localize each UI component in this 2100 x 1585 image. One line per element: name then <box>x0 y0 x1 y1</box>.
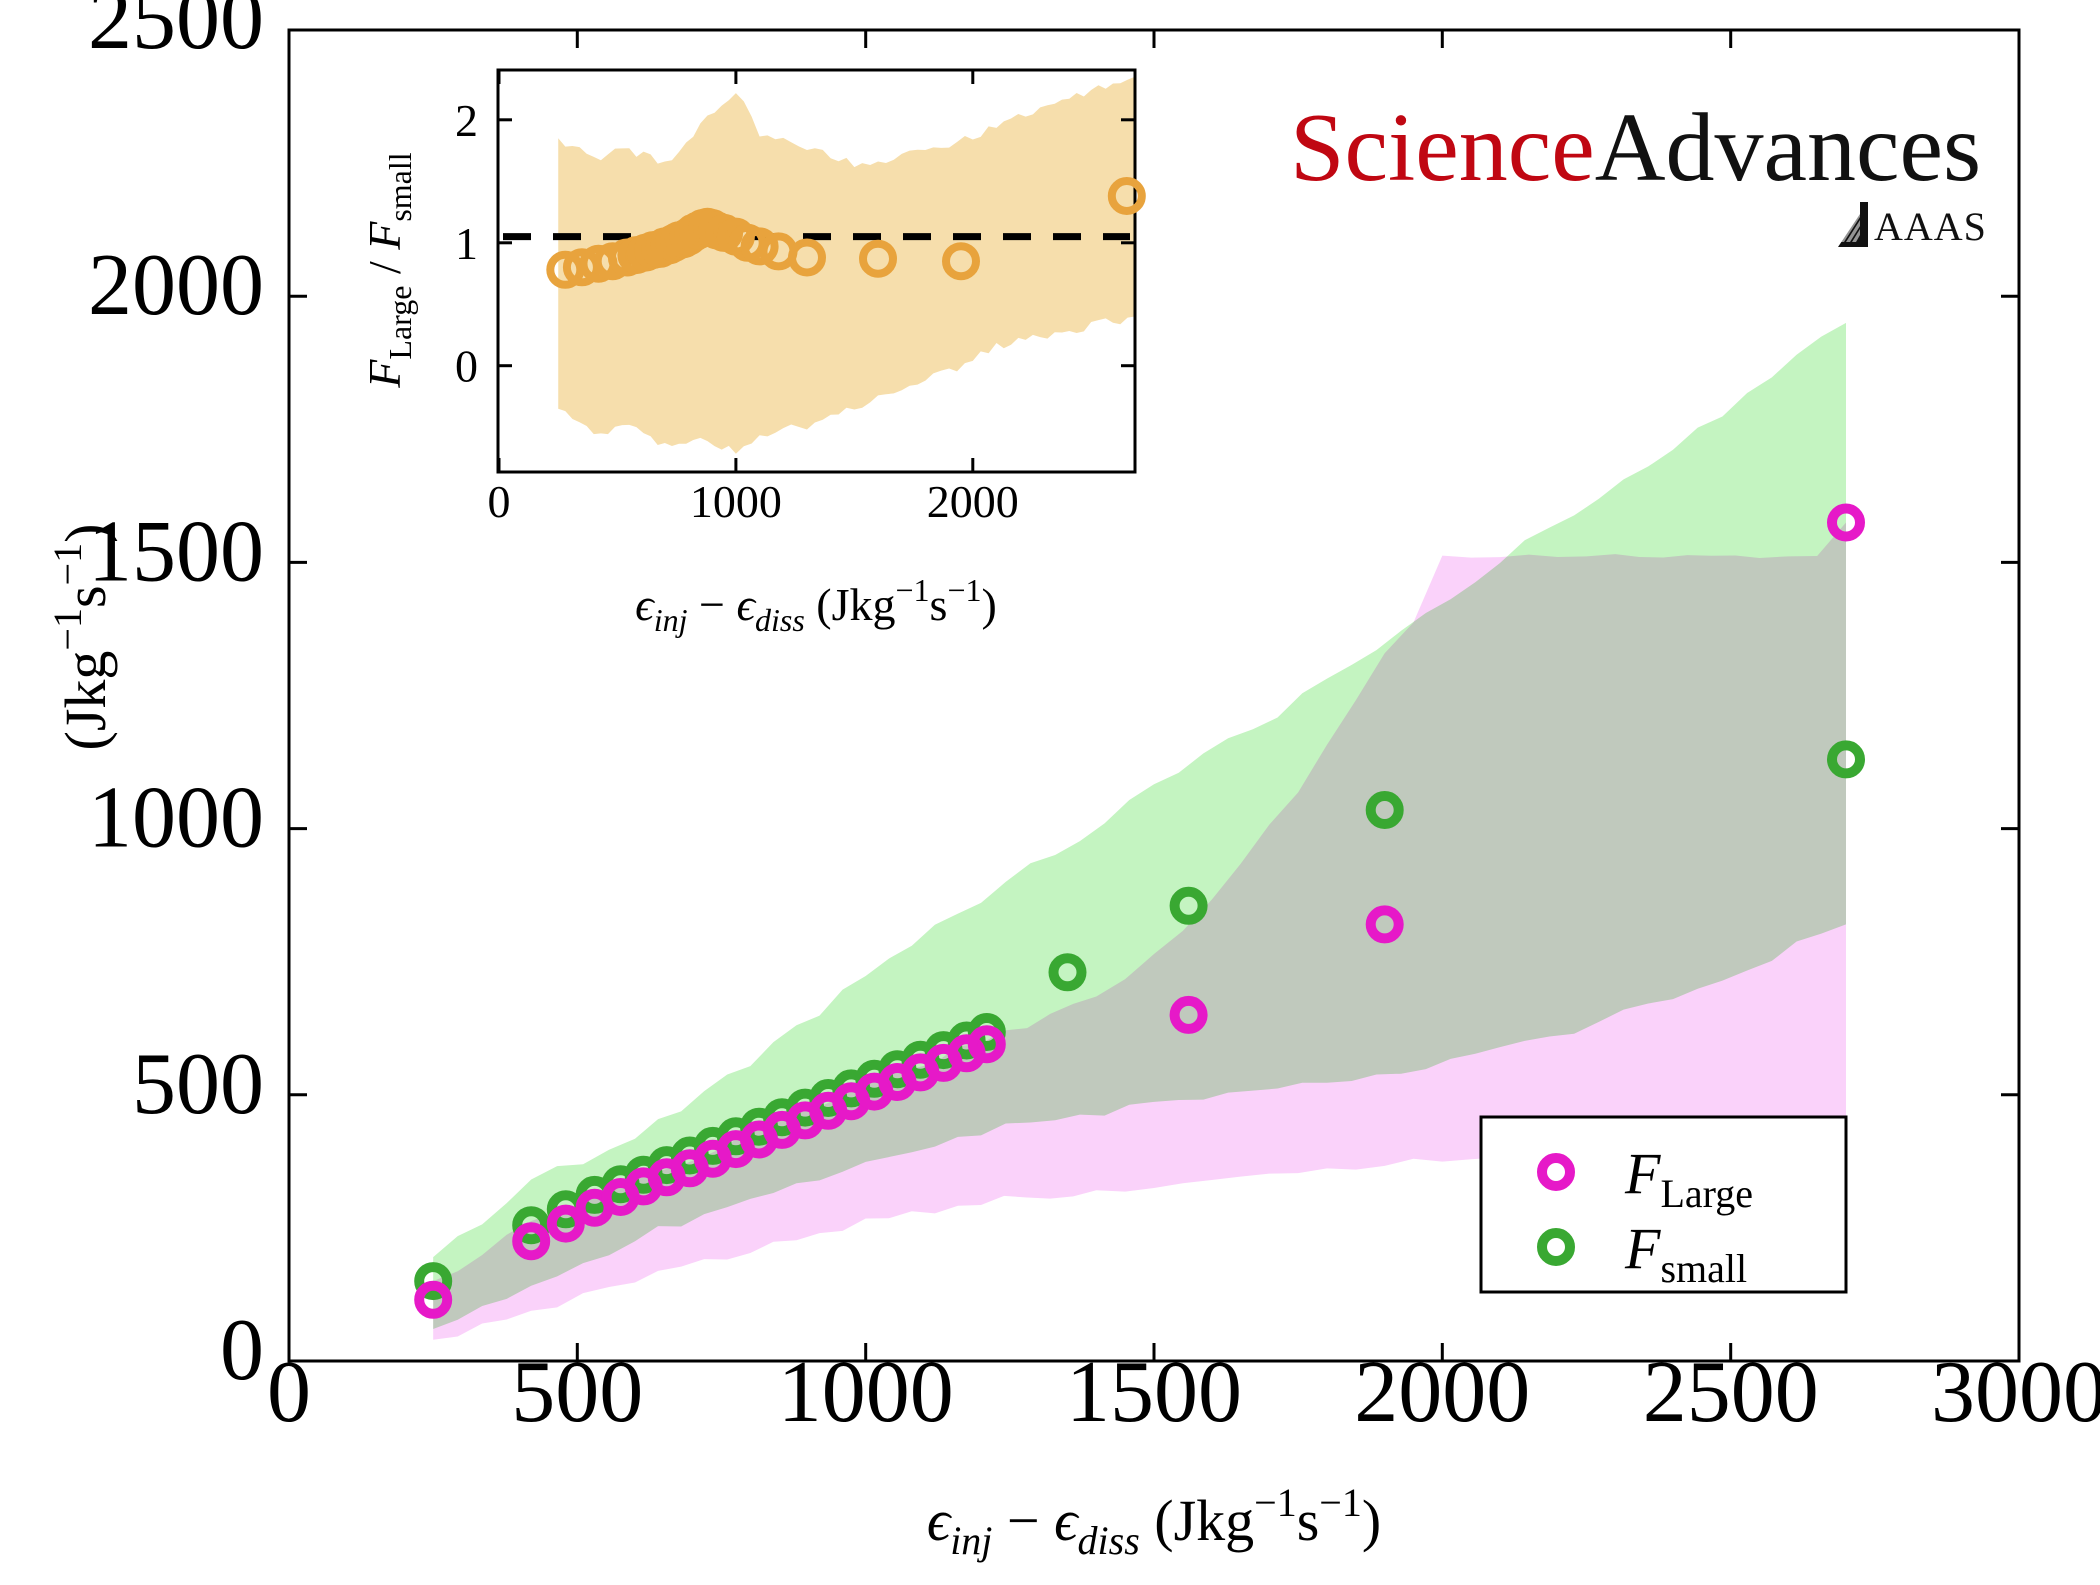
svg-text:2500: 2500 <box>1643 1344 1819 1441</box>
svg-text:FLarge / Fsmall: FLarge / Fsmall <box>359 152 418 388</box>
svg-text:2000: 2000 <box>927 476 1019 527</box>
svg-text:ϵinj − ϵdiss (Jkg−1s−1): ϵinj − ϵdiss (Jkg−1s−1) <box>635 572 997 638</box>
svg-text:2500: 2500 <box>88 0 264 68</box>
svg-text:ϵinj − ϵdiss (Jkg−1s−1): ϵinj − ϵdiss (Jkg−1s−1) <box>927 1480 1381 1563</box>
svg-text:0: 0 <box>455 341 478 392</box>
svg-text:2000: 2000 <box>88 237 264 334</box>
svg-text:1500: 1500 <box>1066 1344 1242 1441</box>
svg-text:2000: 2000 <box>1354 1344 1530 1441</box>
svg-text:1000: 1000 <box>88 770 264 867</box>
svg-text:1: 1 <box>455 218 478 269</box>
svg-text:0: 0 <box>220 1302 264 1399</box>
svg-text:0: 0 <box>488 476 511 527</box>
svg-text:500: 500 <box>132 1036 264 1133</box>
svg-text:3000: 3000 <box>1931 1344 2100 1441</box>
svg-text:500: 500 <box>511 1344 643 1441</box>
svg-text:2: 2 <box>455 95 478 146</box>
svg-text:AAAS: AAAS <box>1874 204 1987 249</box>
svg-text:0: 0 <box>267 1344 311 1441</box>
svg-text:ScienceAdvances: ScienceAdvances <box>1290 94 1981 202</box>
svg-text:1000: 1000 <box>690 476 782 527</box>
svg-text:1000: 1000 <box>778 1344 954 1441</box>
